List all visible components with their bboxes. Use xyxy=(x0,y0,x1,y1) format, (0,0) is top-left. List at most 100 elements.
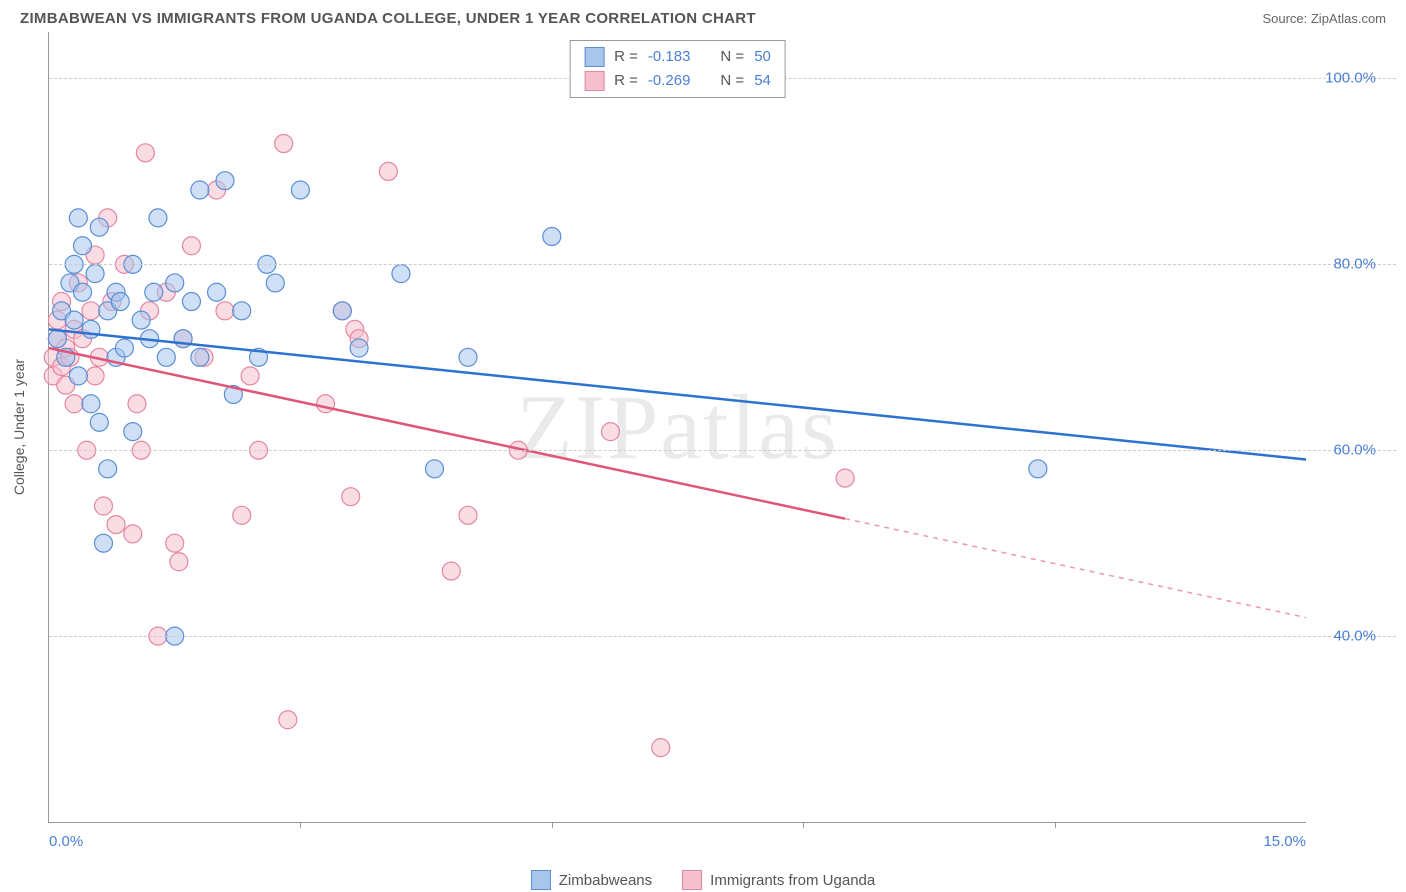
scatter-point xyxy=(166,274,184,292)
x-tick xyxy=(300,822,301,828)
scatter-point xyxy=(379,162,397,180)
scatter-point xyxy=(94,534,112,552)
x-tick-max: 15.0% xyxy=(1263,833,1306,850)
scatter-point xyxy=(86,265,104,283)
y-tick-label: 100.0% xyxy=(1325,70,1376,87)
swatch-series2-bottom xyxy=(682,870,702,890)
scatter-point xyxy=(191,348,209,366)
scatter-point xyxy=(166,534,184,552)
x-tick xyxy=(552,822,553,828)
swatch-series2 xyxy=(584,71,604,91)
scatter-point xyxy=(157,348,175,366)
scatter-point xyxy=(74,283,92,301)
scatter-point xyxy=(82,302,100,320)
scatter-point xyxy=(128,395,146,413)
scatter-point xyxy=(216,302,234,320)
scatter-point xyxy=(208,283,226,301)
scatter-point xyxy=(342,488,360,506)
scatter-point xyxy=(459,506,477,524)
scatter-point xyxy=(74,237,92,255)
scatter-point xyxy=(48,330,66,348)
scatter-point xyxy=(149,209,167,227)
scatter-point xyxy=(69,367,87,385)
scatter-point xyxy=(442,562,460,580)
correlation-legend: R = -0.183 N = 50 R = -0.269 N = 54 xyxy=(569,40,786,98)
gridline xyxy=(49,636,1396,637)
scatter-point xyxy=(459,348,477,366)
gridline xyxy=(49,450,1396,451)
scatter-plot xyxy=(49,32,1306,822)
n-label-2: N = xyxy=(720,69,744,93)
legend-item-2: Immigrants from Uganda xyxy=(682,870,875,890)
chart-title: ZIMBABWEAN VS IMMIGRANTS FROM UGANDA COL… xyxy=(20,10,756,27)
scatter-point xyxy=(82,395,100,413)
r-label-2: R = xyxy=(614,69,638,93)
scatter-point xyxy=(392,265,410,283)
scatter-point xyxy=(1029,460,1047,478)
scatter-point xyxy=(136,144,154,162)
series-legend: Zimbabweans Immigrants from Uganda xyxy=(0,870,1406,890)
source-label: Source: ZipAtlas.com xyxy=(1262,11,1386,26)
series1-label: Zimbabweans xyxy=(559,872,652,889)
scatter-point xyxy=(317,395,335,413)
r-label-1: R = xyxy=(614,45,638,69)
x-tick xyxy=(803,822,804,828)
scatter-point xyxy=(279,711,297,729)
scatter-point xyxy=(65,395,83,413)
scatter-point xyxy=(145,283,163,301)
scatter-point xyxy=(601,423,619,441)
scatter-point xyxy=(266,274,284,292)
scatter-point xyxy=(69,209,87,227)
scatter-point xyxy=(182,293,200,311)
scatter-point xyxy=(65,311,83,329)
legend-item-1: Zimbabweans xyxy=(531,870,652,890)
x-tick-min: 0.0% xyxy=(49,833,83,850)
r-value-2: -0.269 xyxy=(648,69,691,93)
y-axis-label: College, Under 1 year xyxy=(11,359,27,495)
legend-row-1: R = -0.183 N = 50 xyxy=(584,45,771,69)
series2-label: Immigrants from Uganda xyxy=(710,872,875,889)
x-axis-labels: 0.0% 15.0% xyxy=(49,833,1306,850)
scatter-point xyxy=(425,460,443,478)
scatter-point xyxy=(350,339,368,357)
scatter-point xyxy=(115,339,133,357)
scatter-point xyxy=(124,423,142,441)
scatter-point xyxy=(99,460,117,478)
n-value-1: 50 xyxy=(754,45,771,69)
swatch-series1-bottom xyxy=(531,870,551,890)
chart-area: College, Under 1 year R = -0.183 N = 50 … xyxy=(48,32,1306,823)
scatter-point xyxy=(216,172,234,190)
scatter-point xyxy=(170,553,188,571)
gridline xyxy=(49,264,1396,265)
scatter-point xyxy=(233,506,251,524)
n-value-2: 54 xyxy=(754,69,771,93)
n-label-1: N = xyxy=(720,45,744,69)
regression-line xyxy=(49,348,845,519)
r-value-1: -0.183 xyxy=(648,45,691,69)
scatter-point xyxy=(652,739,670,757)
scatter-point xyxy=(836,469,854,487)
y-tick-label: 80.0% xyxy=(1333,256,1376,273)
scatter-point xyxy=(107,516,125,534)
scatter-point xyxy=(124,525,142,543)
scatter-point xyxy=(182,237,200,255)
y-tick-label: 60.0% xyxy=(1333,442,1376,459)
scatter-point xyxy=(90,218,108,236)
scatter-point xyxy=(333,302,351,320)
scatter-point xyxy=(275,135,293,153)
scatter-point xyxy=(82,320,100,338)
scatter-point xyxy=(111,293,129,311)
scatter-point xyxy=(90,413,108,431)
scatter-point xyxy=(132,311,150,329)
swatch-series1 xyxy=(584,47,604,67)
scatter-point xyxy=(86,367,104,385)
x-tick xyxy=(1055,822,1056,828)
scatter-point xyxy=(291,181,309,199)
scatter-point xyxy=(543,227,561,245)
regression-line-extrapolated xyxy=(845,519,1306,618)
scatter-point xyxy=(94,497,112,515)
y-tick-label: 40.0% xyxy=(1333,628,1376,645)
header-bar: ZIMBABWEAN VS IMMIGRANTS FROM UGANDA COL… xyxy=(0,0,1406,32)
scatter-point xyxy=(191,181,209,199)
scatter-point xyxy=(233,302,251,320)
